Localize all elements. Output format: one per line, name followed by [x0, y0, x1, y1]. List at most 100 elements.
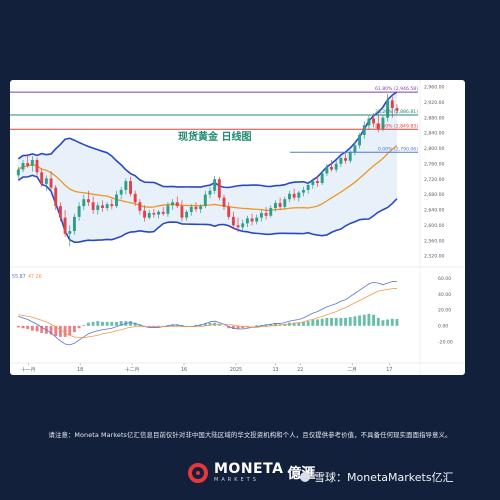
candle — [54, 184, 58, 210]
macd-tick-label: -20.00 — [438, 339, 453, 345]
candle — [386, 93, 390, 122]
bollinger-upper — [17, 91, 398, 189]
candle-body — [171, 202, 175, 206]
candle — [273, 200, 277, 212]
candle — [194, 202, 198, 212]
candle-body — [185, 211, 189, 218]
candle — [129, 176, 132, 197]
candle — [124, 178, 128, 195]
macd-hist-bar — [381, 320, 385, 326]
candle-body — [203, 194, 207, 207]
candle-body — [386, 100, 390, 118]
candle — [259, 209, 263, 222]
macd-value: 55.87 — [12, 274, 26, 280]
macd-hist-bar — [101, 321, 104, 326]
candle-body — [21, 163, 25, 170]
macd-hist-bar — [367, 313, 371, 326]
x-tick-label: 十二月 — [125, 366, 139, 373]
candle — [26, 154, 30, 168]
macd-hist-bar — [330, 317, 333, 326]
macd-hist-bar — [91, 321, 95, 326]
macd-hist-bar — [334, 317, 338, 326]
macd-hist-bar — [105, 321, 109, 326]
candle — [161, 206, 165, 216]
candle-body — [344, 158, 347, 161]
price-tick-label: 2,640.00 — [424, 208, 445, 214]
macd-hist-bar — [49, 325, 53, 335]
macd-hist-bar — [30, 325, 34, 331]
candle — [68, 225, 72, 247]
price-tick-label: 2,920.00 — [424, 100, 445, 106]
candle-body — [63, 217, 67, 234]
macd-hist-bar — [203, 323, 207, 326]
candle-body — [269, 208, 273, 216]
macd-hist-bar — [208, 322, 212, 326]
macd-hist-bar — [133, 322, 137, 326]
candle — [241, 219, 245, 232]
candle — [362, 121, 366, 139]
x-tick-label: 16 — [181, 367, 187, 373]
candle-body — [372, 118, 376, 124]
macd-y-axis: 60.00 40.00 20.00 0.00 -20.00 — [438, 276, 453, 345]
candle — [283, 196, 287, 210]
macd-line — [18, 281, 397, 346]
candle — [203, 190, 207, 209]
macd-hist-bar — [26, 325, 30, 329]
candle — [325, 163, 329, 177]
candle — [119, 186, 123, 200]
macd-hist-bar — [273, 323, 277, 326]
macd-hist-bar — [58, 325, 62, 337]
candle-body — [297, 192, 301, 198]
macd-hist-bar — [376, 317, 380, 326]
macd-tick-label: 60.00 — [438, 276, 451, 282]
macd-hist-bar — [339, 317, 343, 326]
candle — [147, 209, 151, 220]
candle-body — [26, 163, 30, 166]
candle — [311, 178, 315, 189]
candle — [231, 211, 235, 230]
candle-body — [217, 179, 221, 198]
candle — [143, 205, 146, 222]
xueqiu-icon — [300, 472, 310, 482]
watermark-text: 雪球：MonetaMarkets亿汇 — [314, 471, 454, 484]
candle-body — [231, 216, 235, 226]
candle-body — [133, 193, 137, 203]
x-tick-label: 十一月 — [21, 366, 35, 373]
macd-tick-label: 0.00 — [438, 323, 448, 329]
candle-body — [77, 206, 81, 217]
candle-body — [381, 117, 385, 130]
candle — [87, 190, 90, 207]
candle — [185, 209, 189, 221]
candle-body — [255, 217, 259, 222]
candle-body — [367, 118, 371, 126]
macd-hist-bar — [119, 321, 123, 326]
candle — [157, 209, 161, 219]
candle — [227, 202, 231, 220]
moving-average — [17, 144, 398, 212]
macd-hist-bar — [129, 321, 132, 326]
candle — [72, 213, 76, 235]
price-tick-label: 2,840.00 — [424, 131, 445, 137]
macd-tick-label: 40.00 — [438, 292, 451, 298]
candle — [199, 204, 203, 214]
candle — [115, 190, 118, 209]
macd-hist-bar — [115, 321, 118, 326]
bollinger-lower — [17, 174, 398, 244]
x-tick-label: 22 — [297, 367, 303, 373]
macd-hist-bar — [21, 325, 25, 329]
candle — [395, 104, 399, 114]
xueqiu-watermark: 雪球：MonetaMarkets亿汇 — [300, 469, 454, 485]
candle-body — [30, 159, 34, 166]
price-tick-label: 2,600.00 — [424, 223, 445, 229]
macd-hist-bar — [54, 325, 58, 337]
candle — [278, 197, 282, 210]
macd-hist-bar — [231, 325, 235, 329]
macd-hist-bar — [344, 317, 347, 326]
candle — [101, 200, 104, 212]
candle — [320, 171, 324, 185]
price-tick-label: 2,520.00 — [424, 254, 445, 260]
candle-body — [175, 202, 179, 207]
price-tick-label: 2,880.00 — [424, 115, 445, 121]
macd-panel: 55.87 47.26 — [12, 274, 399, 346]
candle-body — [16, 169, 20, 176]
